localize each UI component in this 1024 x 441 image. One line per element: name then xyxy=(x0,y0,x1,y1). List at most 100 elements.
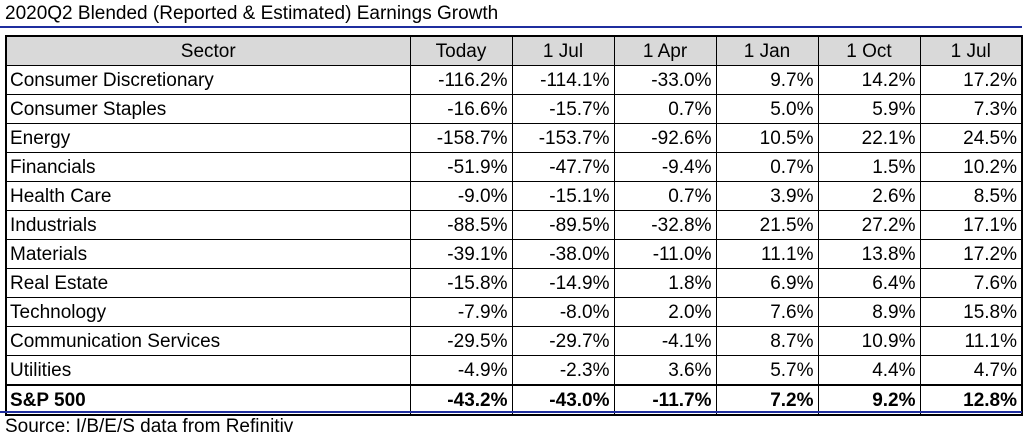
value-cell: 0.7% xyxy=(715,152,819,182)
value-cell: 13.8% xyxy=(817,239,921,269)
value-cell: 4.7% xyxy=(919,355,1023,386)
value-cell: -11.0% xyxy=(613,239,717,269)
sector-cell: Consumer Staples xyxy=(5,94,411,124)
column-header-1-jul: 1 Jul xyxy=(511,35,615,66)
value-cell: 8.5% xyxy=(919,181,1023,211)
value-cell: 5.7% xyxy=(715,355,819,386)
table-row: Health Care -9.0% -15.1% 0.7% 3.9% 2.6% 8.5% xyxy=(5,181,1023,211)
value-cell: 6.4% xyxy=(817,268,921,298)
source-note: Source: I/B/E/S data from Refinitiv xyxy=(5,416,294,437)
value-cell: 8.7% xyxy=(715,326,819,356)
table-row: Consumer Staples -16.6% -15.7% 0.7% 5.0% 5.9%… xyxy=(5,94,1023,124)
column-header-today: Today xyxy=(409,35,513,66)
value-cell: 17.1% xyxy=(919,210,1023,240)
sector-cell: Communication Services xyxy=(5,326,411,356)
value-cell: 12.8% xyxy=(919,384,1023,416)
value-cell: -8.0% xyxy=(511,297,615,327)
value-cell: 11.1% xyxy=(919,326,1023,356)
value-cell: -29.5% xyxy=(409,326,513,356)
value-cell: 27.2% xyxy=(817,210,921,240)
value-cell: -116.2% xyxy=(409,65,513,95)
sector-cell: Technology xyxy=(5,297,411,327)
sector-cell: Real Estate xyxy=(5,268,411,298)
sector-cell: S&P 500 xyxy=(5,384,411,416)
value-cell: -2.3% xyxy=(511,355,615,386)
value-cell: 7.6% xyxy=(715,297,819,327)
value-cell: -47.7% xyxy=(511,152,615,182)
value-cell: 2.6% xyxy=(817,181,921,211)
value-cell: 11.1% xyxy=(715,239,819,269)
value-cell: -15.1% xyxy=(511,181,615,211)
value-cell: -89.5% xyxy=(511,210,615,240)
source-rule xyxy=(0,411,1022,413)
value-cell: -38.0% xyxy=(511,239,615,269)
value-cell: 14.2% xyxy=(817,65,921,95)
sector-cell: Health Care xyxy=(5,181,411,211)
column-header-1-jul-prior: 1 Jul xyxy=(919,35,1023,66)
sector-cell: Utilities xyxy=(5,355,411,386)
title-rule xyxy=(0,26,1022,28)
table-row: Communication Services -29.5% -29.7% -4.1% 8… xyxy=(5,326,1023,356)
value-cell: -15.7% xyxy=(511,94,615,124)
value-cell: 22.1% xyxy=(817,123,921,153)
value-cell: 3.6% xyxy=(613,355,717,386)
header-row: Sector Today 1 Jul 1 Apr 1 Jan 1 Oct 1 J… xyxy=(5,35,1023,66)
table-row: Materials -39.1% -38.0% -11.0% 11.1% 13.8% 17.… xyxy=(5,239,1023,269)
table-row: Industrials -88.5% -89.5% -32.8% 21.5% 27.2% 1… xyxy=(5,210,1023,240)
sector-cell: Industrials xyxy=(5,210,411,240)
value-cell: -16.6% xyxy=(409,94,513,124)
table-row: Utilities -4.9% -2.3% 3.6% 5.7% 4.4% 4.7% xyxy=(5,355,1023,386)
column-header-1-apr: 1 Apr xyxy=(613,35,717,66)
value-cell: 7.3% xyxy=(919,94,1023,124)
value-cell: 8.9% xyxy=(817,297,921,327)
value-cell: -158.7% xyxy=(409,123,513,153)
value-cell: 0.7% xyxy=(613,94,717,124)
value-cell: -11.7% xyxy=(613,384,717,416)
table-row: Financials -51.9% -47.7% -9.4% 0.7% 1.5% 10.2% xyxy=(5,152,1023,182)
table-title: 2020Q2 Blended (Reported & Estimated) Ea… xyxy=(5,3,499,24)
table-row: Real Estate -15.8% -14.9% 1.8% 6.9% 6.4% 7.6% xyxy=(5,268,1023,298)
table-row: Energy -158.7% -153.7% -92.6% 10.5% 22.1% 24.5… xyxy=(5,123,1023,153)
value-cell: 7.6% xyxy=(919,268,1023,298)
value-cell: 2.0% xyxy=(613,297,717,327)
value-cell: -153.7% xyxy=(511,123,615,153)
table-row: Technology -7.9% -8.0% 2.0% 7.6% 8.9% 15.8% xyxy=(5,297,1023,327)
table-row-total: S&P 500 -43.2% -43.0% -11.7% 7.2% 9.2% 12.8% xyxy=(5,384,1023,416)
value-cell: 4.4% xyxy=(817,355,921,386)
value-cell: 10.5% xyxy=(715,123,819,153)
value-cell: 6.9% xyxy=(715,268,819,298)
value-cell: -88.5% xyxy=(409,210,513,240)
value-cell: -7.9% xyxy=(409,297,513,327)
value-cell: 17.2% xyxy=(919,65,1023,95)
value-cell: 10.2% xyxy=(919,152,1023,182)
value-cell: 5.9% xyxy=(817,94,921,124)
sector-cell: Financials xyxy=(5,152,411,182)
value-cell: 24.5% xyxy=(919,123,1023,153)
value-cell: -32.8% xyxy=(613,210,717,240)
value-cell: 5.0% xyxy=(715,94,819,124)
sector-cell: Materials xyxy=(5,239,411,269)
value-cell: -43.2% xyxy=(409,384,513,416)
value-cell: -92.6% xyxy=(613,123,717,153)
value-cell: 10.9% xyxy=(817,326,921,356)
value-cell: -9.4% xyxy=(613,152,717,182)
value-cell: 17.2% xyxy=(919,239,1023,269)
column-header-sector: Sector xyxy=(5,35,411,66)
value-cell: -114.1% xyxy=(511,65,615,95)
sector-cell: Consumer Discretionary xyxy=(5,65,411,95)
table-body: Consumer Discretionary -116.2% -114.1% -33.… xyxy=(5,65,1023,416)
sector-cell: Energy xyxy=(5,123,411,153)
value-cell: -29.7% xyxy=(511,326,615,356)
value-cell: 0.7% xyxy=(613,181,717,211)
value-cell: -9.0% xyxy=(409,181,513,211)
value-cell: -33.0% xyxy=(613,65,717,95)
earnings-growth-table: Sector Today 1 Jul 1 Apr 1 Jan 1 Oct 1 J… xyxy=(5,35,1023,416)
table-row: Consumer Discretionary -116.2% -114.1% -33.… xyxy=(5,65,1023,95)
value-cell: 1.5% xyxy=(817,152,921,182)
value-cell: 9.7% xyxy=(715,65,819,95)
value-cell: 1.8% xyxy=(613,268,717,298)
value-cell: 3.9% xyxy=(715,181,819,211)
value-cell: -39.1% xyxy=(409,239,513,269)
value-cell: 15.8% xyxy=(919,297,1023,327)
column-header-1-jan: 1 Jan xyxy=(715,35,819,66)
